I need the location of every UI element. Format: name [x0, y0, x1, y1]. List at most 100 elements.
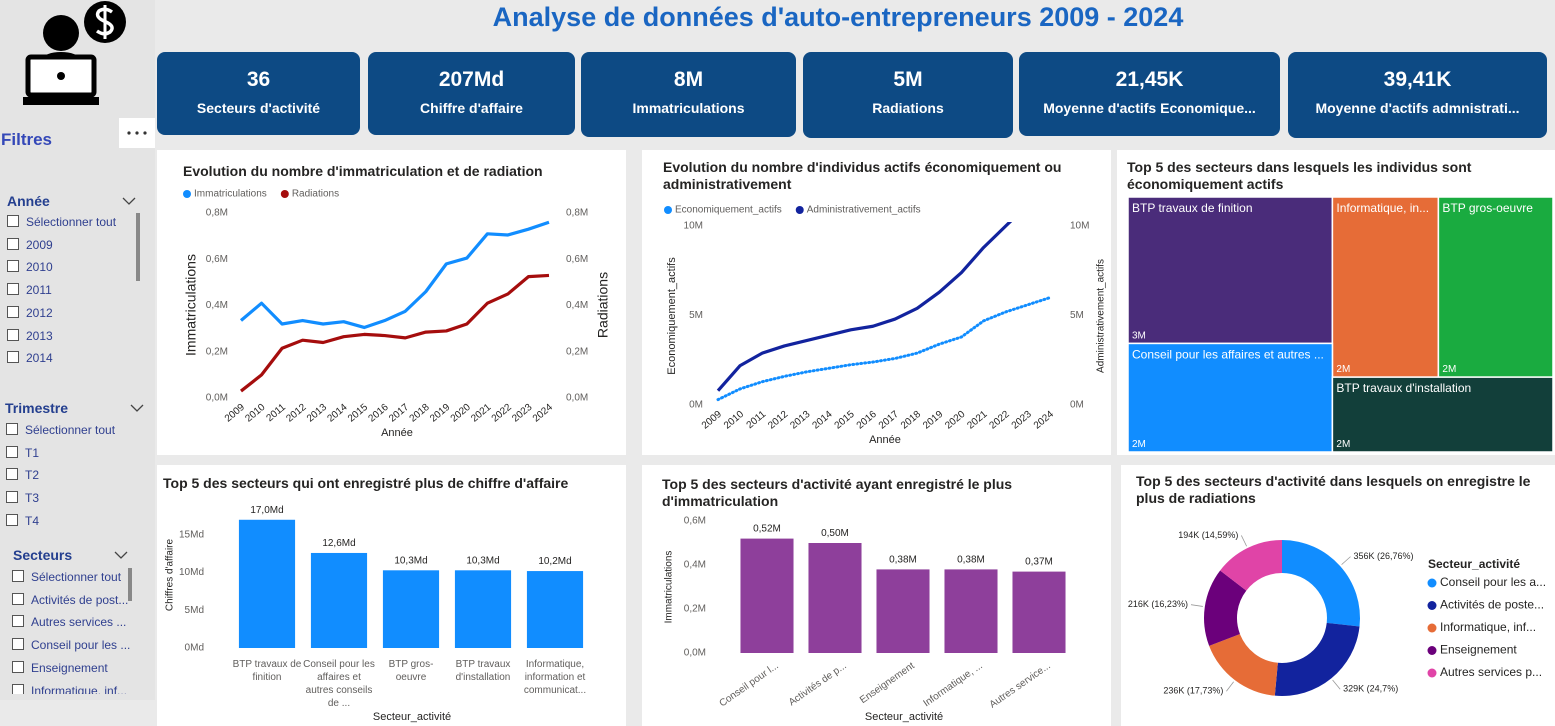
tile-value: 2M: [1132, 439, 1146, 450]
y-tick-label: 0,2M: [206, 346, 228, 357]
checkbox[interactable]: [12, 615, 24, 628]
filter-item[interactable]: Conseil pour les ...: [12, 634, 130, 656]
y-tick-label: 0M: [1070, 400, 1084, 411]
kpi-label: Moyenne d'actifs Economique...: [1043, 100, 1256, 116]
x-tick-label: 2021: [469, 402, 493, 425]
filter-item[interactable]: T3: [6, 487, 39, 509]
tile-value: 3M: [1132, 330, 1146, 341]
filter-item[interactable]: 2009: [7, 234, 53, 256]
y-tick-label: 10M: [684, 221, 703, 232]
y-tick-label: 0,8M: [206, 208, 228, 219]
x-tick-label: 2022: [988, 409, 1012, 432]
filter-item[interactable]: 2012: [7, 302, 53, 324]
checkbox[interactable]: [6, 468, 18, 481]
x-tick-label: 2024: [1032, 409, 1056, 432]
legend-label: Informatique, inf...: [1440, 620, 1536, 634]
x-tick-label: 2009: [223, 402, 247, 425]
checkbox[interactable]: [7, 283, 19, 296]
filter-item[interactable]: Enseignement: [12, 657, 108, 679]
collapse-chevron[interactable]: [114, 550, 128, 560]
filter-item[interactable]: Sélectionner tout: [12, 566, 121, 588]
logo-icon: [23, 1, 126, 105]
y-tick-label: 0,0M: [206, 393, 228, 404]
checkbox[interactable]: [6, 445, 18, 458]
y-tick-label: 0,4M: [206, 300, 228, 311]
donut-slice: [1274, 622, 1360, 696]
filter-item[interactable]: Sélectionner tout: [7, 211, 116, 233]
filter-item-label: Informatique, inf...: [31, 683, 128, 695]
tile-value: 2M: [1442, 364, 1456, 375]
x-tick-label: 2013: [788, 409, 812, 432]
filter-item[interactable]: Sélectionner tout: [6, 419, 115, 441]
x-tick-label: Informatique, ...: [921, 660, 984, 709]
checkbox[interactable]: [6, 491, 18, 504]
checkbox[interactable]: [12, 638, 24, 651]
checkbox[interactable]: [12, 683, 24, 694]
checkbox[interactable]: [7, 328, 19, 341]
x-tick-label: Autres service...: [988, 660, 1053, 710]
checkbox[interactable]: [12, 592, 24, 605]
filter-item[interactable]: Informatique, inf...: [12, 680, 128, 695]
filter-item[interactable]: 2011: [7, 279, 52, 301]
filter-item[interactable]: T4: [6, 510, 39, 532]
checkbox[interactable]: [7, 215, 19, 227]
filter-item[interactable]: 2013: [7, 325, 53, 347]
checkbox[interactable]: [12, 570, 24, 582]
leader-line: [1240, 535, 1247, 547]
checkbox[interactable]: [6, 423, 18, 435]
y-tick-label: 5M: [1070, 310, 1084, 321]
more-options[interactable]: [119, 118, 155, 148]
data-label: 356K (26,76%): [1354, 551, 1414, 561]
checkbox[interactable]: [12, 660, 24, 673]
checkbox[interactable]: [7, 305, 19, 318]
checkbox[interactable]: [6, 513, 18, 526]
collapse-chevron[interactable]: [130, 403, 144, 413]
chevron: [130, 404, 144, 412]
legend-marker: [1427, 623, 1437, 633]
data-label: 0,38M: [889, 554, 917, 565]
axis-title: Radiations: [595, 272, 611, 338]
checkbox[interactable]: [7, 351, 19, 364]
x-tick-label: 2020: [449, 402, 473, 425]
filter-header: Secteurs: [13, 547, 73, 563]
checkbox[interactable]: [7, 237, 19, 250]
bar: [808, 543, 862, 653]
data-label: 10,3Md: [466, 555, 499, 566]
axis-title: Chiffres d'affaire: [165, 538, 176, 611]
checkbox[interactable]: [7, 260, 19, 273]
x-tick-label: 2010: [243, 402, 267, 425]
legend-label: Conseil pour les a...: [1440, 575, 1546, 589]
kpi-value: 21,45K: [1115, 68, 1184, 91]
filter-item[interactable]: Autres services ...: [12, 611, 126, 633]
filter-header: Année: [7, 193, 50, 209]
filter-item-label: 2011: [26, 283, 52, 298]
filter-item[interactable]: T2: [6, 464, 39, 486]
filter-list: Sélectionner tout 2009 2010 2011 2012 2013 201…: [0, 211, 150, 374]
y-tick-label: 0,0M: [566, 393, 588, 404]
bar: [526, 571, 584, 648]
filter-item[interactable]: 2014: [7, 347, 53, 369]
bar: [310, 552, 368, 648]
collapse-chevron[interactable]: [122, 196, 136, 206]
filter-item[interactable]: T1: [6, 442, 39, 464]
kpi-value: 207Md: [438, 68, 505, 91]
filter-item-label: Sélectionner tout: [31, 570, 122, 584]
filter-item[interactable]: 2010: [7, 256, 53, 278]
x-tick-label: 2010: [722, 409, 746, 432]
filter-item-label: Autres services ...: [31, 615, 127, 630]
y-tick-label: 0,6M: [206, 254, 228, 265]
leader-line: [1190, 604, 1203, 607]
donut-slice: [1220, 540, 1282, 591]
bar: [944, 569, 998, 653]
kpi-value: 5M: [893, 68, 923, 91]
bar: [876, 569, 930, 653]
tile-label: BTP travaux de finition: [1132, 201, 1253, 215]
chevron: [122, 197, 136, 205]
bar: [1012, 571, 1066, 653]
filter-item[interactable]: Activités de post...: [12, 589, 128, 611]
data-label: 10,2Md: [538, 556, 571, 567]
filter-list: Sélectionner tout Activités de post... Aut…: [0, 566, 150, 694]
y-tick-label: 0,4M: [684, 560, 706, 571]
data-label: 0,38M: [957, 554, 985, 565]
